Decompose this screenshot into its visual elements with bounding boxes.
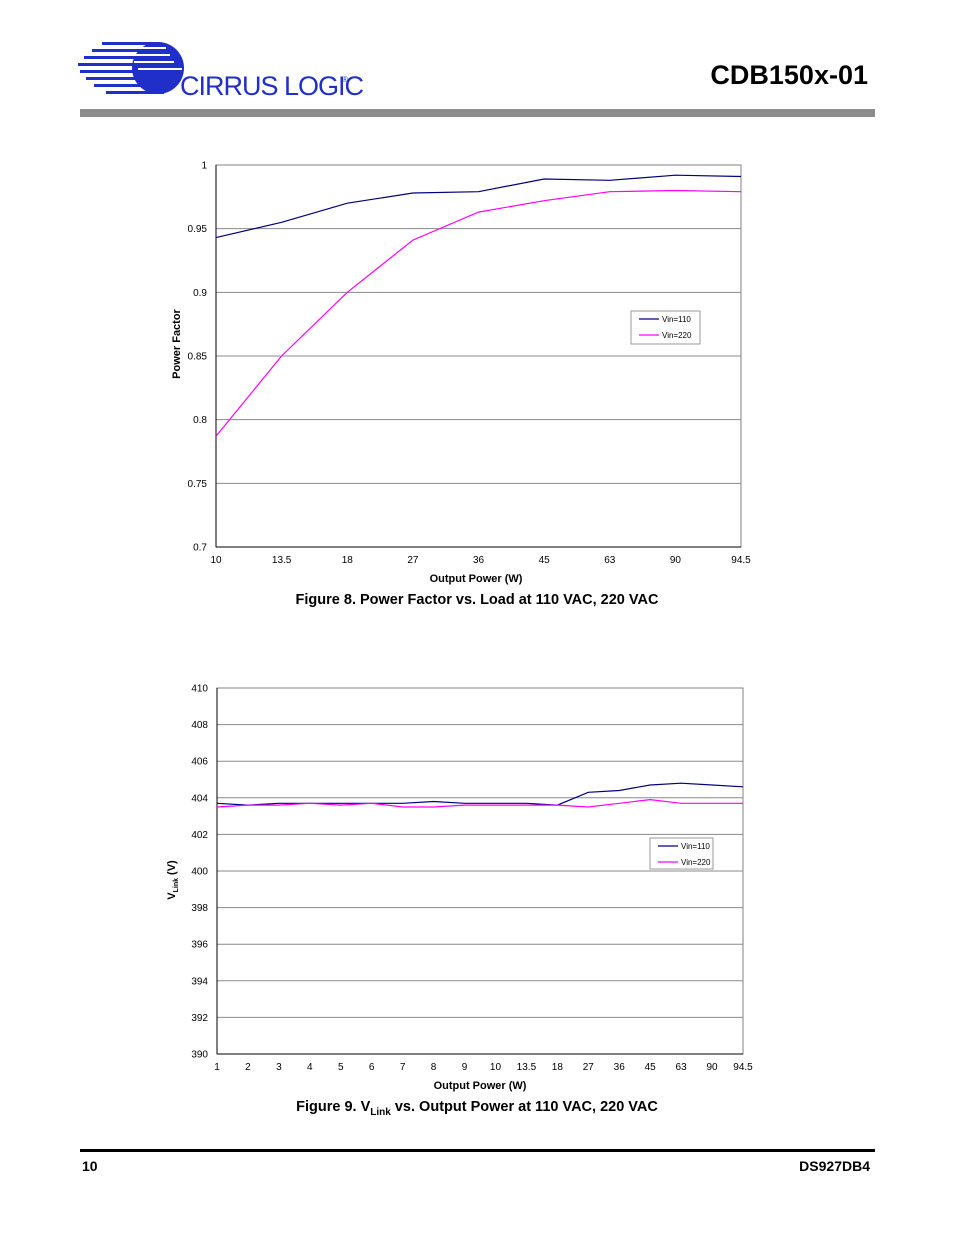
figure-9-caption-sub: Link: [370, 1106, 391, 1118]
y-tick-label: 392: [191, 1013, 208, 1024]
x-tick-label: 94.5: [731, 555, 751, 566]
x-tick-label: 5: [338, 1062, 344, 1073]
x-tick-label: 2: [245, 1062, 251, 1073]
y-tick-label: 404: [191, 793, 208, 804]
x-tick-label: 27: [407, 555, 419, 566]
y-tick-label: 1: [201, 161, 207, 172]
y-tick-label: 0.85: [188, 352, 208, 363]
x-tick-label: 1: [214, 1062, 220, 1073]
x-axis-title: Output Power (W): [434, 1080, 527, 1092]
brand-name: CIRRUS LOGIC: [180, 71, 364, 101]
x-tick-label: 7: [400, 1062, 406, 1073]
x-tick-label: 6: [369, 1062, 375, 1073]
series-line-vin-220: [215, 189, 742, 437]
y-tick-label: 0.75: [188, 479, 208, 490]
legend-box: [630, 310, 701, 345]
x-tick-label: 9: [462, 1062, 468, 1073]
document-id: DS927DB4: [799, 1158, 870, 1174]
figure-9-caption-suffix: vs. Output Power at 110 VAC, 220 VAC: [390, 1099, 658, 1115]
y-axis-title-suffix: (V): [166, 860, 178, 878]
x-tick-label: 3: [276, 1062, 282, 1073]
x-tick-label: 90: [706, 1062, 718, 1073]
figure-9-caption: Figure 9. VLink vs. Output Power at 110 …: [0, 1099, 954, 1118]
x-tick-label: 63: [604, 555, 616, 566]
x-tick-label: 10: [210, 555, 222, 566]
power-factor-chart: 0.7 0.75 0.8 0.85 0.9 0.95 1 10 13.5 18 27 36 45 63 90…: [171, 161, 751, 586]
x-tick-label: 13.5: [517, 1062, 537, 1073]
y-tick-label: 406: [191, 757, 208, 768]
x-tick-label: 10: [490, 1062, 502, 1073]
y-tick-label: 402: [191, 830, 208, 841]
x-tick-label: 27: [583, 1062, 595, 1073]
x-axis-title: Output Power (W): [430, 573, 523, 585]
footer-rule: [80, 1149, 875, 1152]
y-tick-label: 400: [191, 867, 208, 878]
x-tick-label: 36: [614, 1062, 626, 1073]
y-axis-title-main: V: [166, 892, 178, 900]
y-axis-title: Power Factor: [171, 308, 183, 378]
y-axis-title-sub: Link: [173, 878, 180, 892]
x-tick-label: 45: [645, 1062, 657, 1073]
y-tick-label: 0.95: [188, 224, 208, 235]
x-tick-label: 18: [342, 555, 354, 566]
x-tick-label: 94.5: [733, 1062, 753, 1073]
y-tick-label: 0.9: [193, 288, 207, 299]
legend-label: Vin=220: [681, 858, 711, 867]
figure-8-caption: Figure 8. Power Factor vs. Load at 110 V…: [295, 592, 659, 608]
series-line-vin-220: [216, 798, 743, 808]
x-tick-label: 13.5: [272, 555, 292, 566]
y-tick-label: 394: [191, 976, 208, 987]
y-tick-label: 410: [191, 684, 208, 695]
x-tick-label: 63: [676, 1062, 688, 1073]
legend-label: Vin=110: [662, 315, 691, 324]
header-rule: [80, 109, 875, 117]
x-tick-label: 8: [431, 1062, 437, 1073]
legend-label: Vin=220: [662, 331, 692, 340]
y-tick-label: 390: [191, 1050, 208, 1061]
x-tick-label: 18: [552, 1062, 564, 1073]
x-tick-label: 45: [539, 555, 551, 566]
y-tick-label: 398: [191, 903, 208, 914]
registered-mark: ®: [342, 75, 348, 84]
y-tick-label: 0.7: [193, 543, 207, 554]
y-tick-label: 0.8: [193, 415, 207, 426]
x-tick-label: 90: [670, 555, 682, 566]
legend-label: Vin=110: [681, 842, 710, 851]
figure-9-caption-prefix: Figure 9. V: [296, 1099, 371, 1115]
x-tick-label: 36: [473, 555, 485, 566]
series-line-vin-110: [215, 174, 742, 239]
legend-box: [649, 837, 714, 870]
y-tick-label: 396: [191, 940, 208, 951]
logo-swoosh-icon: [78, 42, 184, 94]
document-title: CDB150x-01: [710, 60, 868, 90]
x-tick-label: 4: [307, 1062, 313, 1073]
cirrus-logic-logo: CIRRUS LOGIC ®: [78, 42, 365, 101]
page-number: 10: [82, 1158, 98, 1174]
y-tick-label: 408: [191, 720, 208, 731]
y-axis-title: VLink (V): [166, 860, 180, 900]
